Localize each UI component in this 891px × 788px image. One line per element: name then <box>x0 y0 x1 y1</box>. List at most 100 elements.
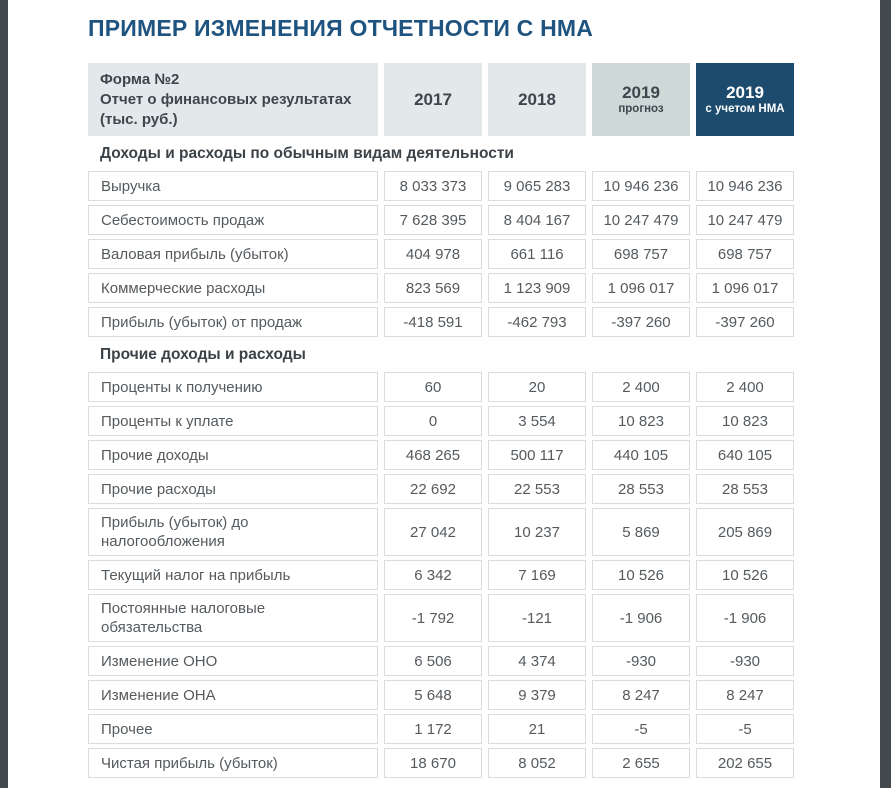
row-value-2019-forecast: 440 105 <box>592 440 690 470</box>
row-value-2017: -418 591 <box>384 307 482 337</box>
row-value-2019-nma: 205 869 <box>696 508 794 556</box>
row-label: Текущий налог на прибыль <box>88 560 378 590</box>
table-row: Текущий налог на прибыль 6 342 7 169 10 526… <box>88 560 800 590</box>
row-label: Себестоимость продаж <box>88 205 378 235</box>
row-label: Чистая прибыль (убыток) <box>88 748 378 778</box>
row-value-2017: 6 342 <box>384 560 482 590</box>
row-value-2019-nma: 10 823 <box>696 406 794 436</box>
row-value-2018: 3 554 <box>488 406 586 436</box>
table-row: Коммерческие расходы 823 569 1 123 909 1 09… <box>88 273 800 303</box>
row-value-2018: 8 404 167 <box>488 205 586 235</box>
row-label: Проценты к уплате <box>88 406 378 436</box>
row-value-2019-forecast: 5 869 <box>592 508 690 556</box>
row-value-2019-nma: 8 247 <box>696 680 794 710</box>
row-value-2017: 823 569 <box>384 273 482 303</box>
row-value-2019-forecast: 8 247 <box>592 680 690 710</box>
table-row: Валовая прибыль (убыток) 404 978 661 116 69… <box>88 239 800 269</box>
header-subtitle-nma: с учетом НМА <box>705 103 785 115</box>
row-value-2019-forecast: 10 946 236 <box>592 171 690 201</box>
row-value-2019-nma: 28 553 <box>696 474 794 504</box>
row-value-2017: 468 265 <box>384 440 482 470</box>
row-label: Коммерческие расходы <box>88 273 378 303</box>
row-value-2017: 1 172 <box>384 714 482 744</box>
table-row: Прибыль (убыток) до налогообложения 27 04… <box>88 508 800 556</box>
row-value-2017: -1 792 <box>384 594 482 642</box>
row-value-2019-nma: -397 260 <box>696 307 794 337</box>
table-row: Постоянные налоговые обязательства -1 792… <box>88 594 800 642</box>
row-value-2018: 10 237 <box>488 508 586 556</box>
section-title: Доходы и расходы по обычным видам деятел… <box>100 145 514 162</box>
row-value-2019-nma: -1 906 <box>696 594 794 642</box>
header-subtitle-forecast: прогноз <box>618 103 664 115</box>
row-label: Изменение ОНА <box>88 680 378 710</box>
header-col-2018: 2018 <box>488 63 586 136</box>
row-value-2019-forecast: 10 823 <box>592 406 690 436</box>
row-value-2019-nma: 10 946 236 <box>696 171 794 201</box>
row-value-2018: 661 116 <box>488 239 586 269</box>
row-value-2019-forecast: 698 757 <box>592 239 690 269</box>
table-row: Прочие доходы 468 265 500 117 440 105 640 10… <box>88 440 800 470</box>
row-label: Прочие расходы <box>88 474 378 504</box>
row-label: Изменение ОНО <box>88 646 378 676</box>
header-col-2019-nma: 2019 с учетом НМА <box>696 63 794 136</box>
row-value-2019-forecast: 2 655 <box>592 748 690 778</box>
row-label: Прочие доходы <box>88 440 378 470</box>
row-value-2018: 7 169 <box>488 560 586 590</box>
header-form-line-3: (тыс. руб.) <box>100 110 178 128</box>
row-value-2019-forecast: 10 247 479 <box>592 205 690 235</box>
table-row: Прибыль (убыток) от продаж -418 591 -462 7… <box>88 307 800 337</box>
row-value-2017: 404 978 <box>384 239 482 269</box>
row-value-2017: 0 <box>384 406 482 436</box>
section-title: Прочие доходы и расходы <box>100 346 306 363</box>
row-value-2017: 5 648 <box>384 680 482 710</box>
row-label: Прибыль (убыток) от продаж <box>88 307 378 337</box>
row-value-2018: 8 052 <box>488 748 586 778</box>
row-value-2019-forecast: 2 400 <box>592 372 690 402</box>
table-row: Выручка 8 033 373 9 065 283 10 946 236 10 94… <box>88 171 800 201</box>
row-label: Прочее <box>88 714 378 744</box>
row-value-2018: 4 374 <box>488 646 586 676</box>
row-value-2019-forecast: -397 260 <box>592 307 690 337</box>
table-section: Доходы и расходы по обычным видам деятел… <box>88 144 800 337</box>
row-value-2019-nma: 2 400 <box>696 372 794 402</box>
header-col-2017: 2017 <box>384 63 482 136</box>
row-value-2018: 21 <box>488 714 586 744</box>
row-value-2019-nma: 1 096 017 <box>696 273 794 303</box>
header-form-label: Форма №2 Отчет о финансовых результатах … <box>88 63 378 136</box>
row-value-2019-nma: 202 655 <box>696 748 794 778</box>
row-value-2019-nma: 10 247 479 <box>696 205 794 235</box>
table-header: Форма №2 Отчет о финансовых результатах … <box>88 63 800 136</box>
row-value-2019-nma: 698 757 <box>696 239 794 269</box>
header-form-line-1: Форма №2 <box>100 70 180 88</box>
header-year-2017: 2017 <box>414 90 452 109</box>
row-label: Валовая прибыль (убыток) <box>88 239 378 269</box>
row-value-2017: 22 692 <box>384 474 482 504</box>
row-value-2019-nma: 10 526 <box>696 560 794 590</box>
table-row: Изменение ОНА 5 648 9 379 8 247 8 247 <box>88 680 800 710</box>
row-value-2019-nma: -930 <box>696 646 794 676</box>
row-value-2018: 22 553 <box>488 474 586 504</box>
table-body: Доходы и расходы по обычным видам деятел… <box>88 144 800 778</box>
row-value-2017: 18 670 <box>384 748 482 778</box>
row-value-2017: 60 <box>384 372 482 402</box>
row-value-2017: 6 506 <box>384 646 482 676</box>
row-label: Проценты к получению <box>88 372 378 402</box>
table-row: Чистая прибыль (убыток) 18 670 8 052 2 655 2… <box>88 748 800 778</box>
row-value-2017: 8 033 373 <box>384 171 482 201</box>
row-value-2018: 1 123 909 <box>488 273 586 303</box>
row-value-2018: 9 065 283 <box>488 171 586 201</box>
table-section: Прочие доходы и расходы Проценты к получе… <box>88 345 800 778</box>
page-title: ПРИМЕР ИЗМЕНЕНИЯ ОТЧЕТНОСТИ С НМА <box>88 15 594 41</box>
header-year-2018: 2018 <box>518 90 556 109</box>
page-left-edge-strip <box>0 0 8 788</box>
row-value-2019-forecast: 10 526 <box>592 560 690 590</box>
row-value-2017: 7 628 395 <box>384 205 482 235</box>
row-value-2019-forecast: 28 553 <box>592 474 690 504</box>
row-value-2019-forecast: -5 <box>592 714 690 744</box>
report-content: ПРИМЕР ИЗМЕНЕНИЯ ОТЧЕТНОСТИ С НМА Форма … <box>88 15 800 782</box>
row-value-2017: 27 042 <box>384 508 482 556</box>
row-label: Прибыль (убыток) до налогообложения <box>88 508 378 556</box>
row-value-2018: -462 793 <box>488 307 586 337</box>
table-row: Проценты к получению 60 20 2 400 2 400 <box>88 372 800 402</box>
row-value-2018: 500 117 <box>488 440 586 470</box>
